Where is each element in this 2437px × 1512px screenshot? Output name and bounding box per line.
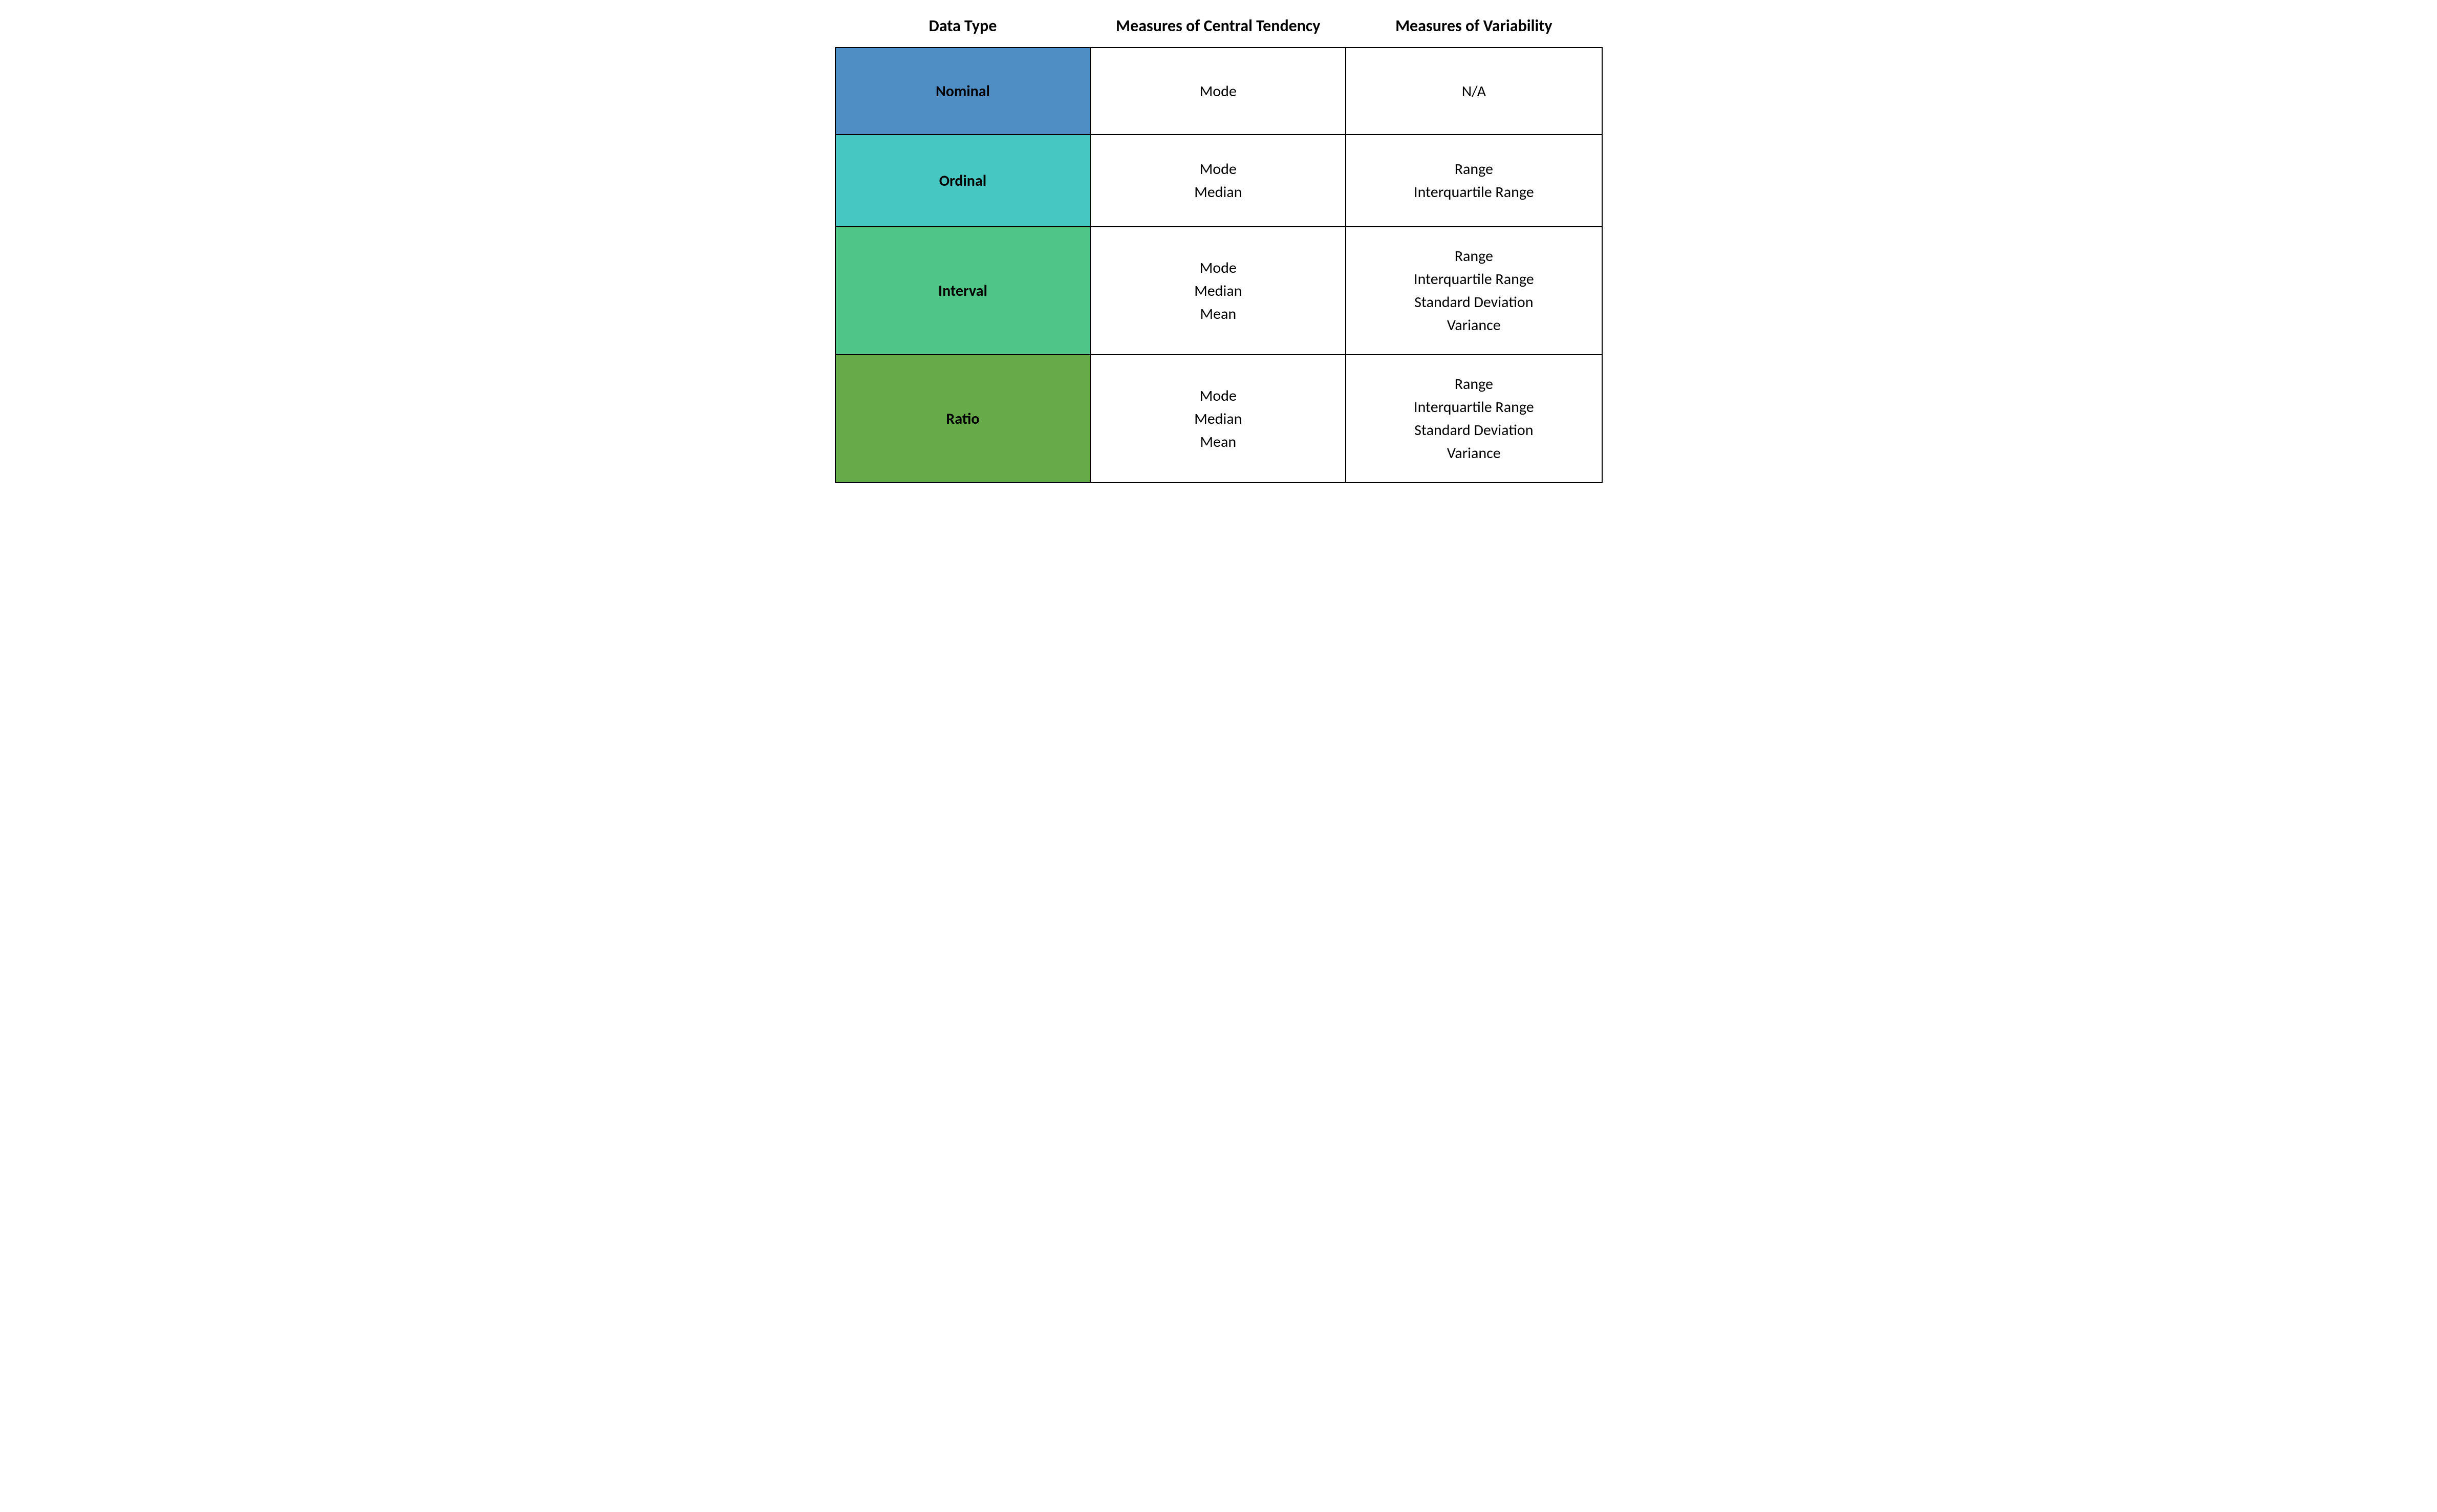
cell-interval-central: ModeMedianMean [1090,227,1346,355]
cell-nominal-variability: N/A [1346,48,1602,135]
table-header: Data Type Measures of Central Tendency M… [835,10,1602,48]
table-row: Ordinal ModeMedian RangeInterquartile Ra… [835,135,1602,227]
row-label-ordinal: Ordinal [835,135,1091,227]
table-row: Ratio ModeMedianMean RangeInterquartile … [835,355,1602,483]
header-data-type: Data Type [835,10,1091,48]
row-label-nominal: Nominal [835,48,1091,135]
row-label-interval: Interval [835,227,1091,355]
table-body: Nominal Mode N/A Ordinal ModeMedian Rang… [835,48,1602,483]
header-central-tendency: Measures of Central Tendency [1090,10,1346,48]
cell-ratio-variability: RangeInterquartile RangeStandard Deviati… [1346,355,1602,483]
row-label-ratio: Ratio [835,355,1091,483]
cell-ordinal-variability: RangeInterquartile Range [1346,135,1602,227]
cell-ordinal-central: ModeMedian [1090,135,1346,227]
stats-data-types-table: Data Type Measures of Central Tendency M… [835,10,1603,483]
table-row: Nominal Mode N/A [835,48,1602,135]
cell-interval-variability: RangeInterquartile RangeStandard Deviati… [1346,227,1602,355]
cell-ratio-central: ModeMedianMean [1090,355,1346,483]
header-variability: Measures of Variability [1346,10,1602,48]
table-row: Interval ModeMedianMean RangeInterquarti… [835,227,1602,355]
cell-nominal-central: Mode [1090,48,1346,135]
table: Data Type Measures of Central Tendency M… [835,10,1603,483]
